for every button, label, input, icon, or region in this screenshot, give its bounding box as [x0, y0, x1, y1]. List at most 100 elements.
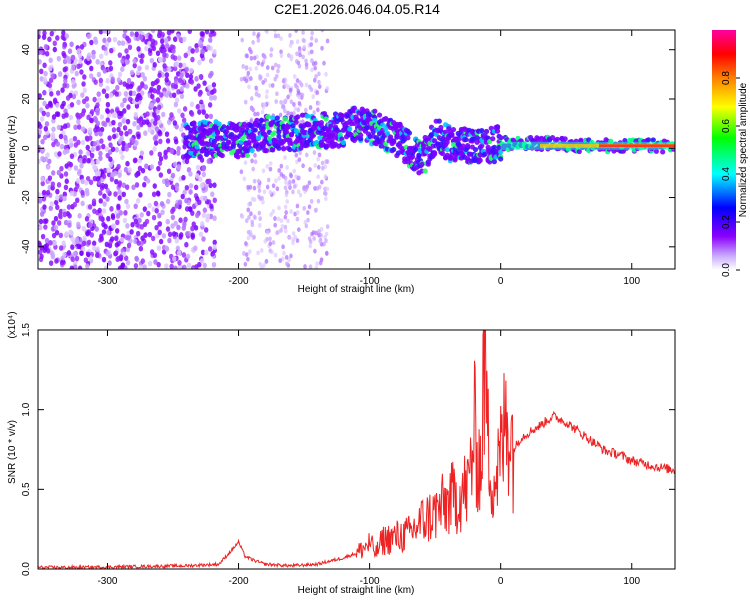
- spectrogram-cell: [210, 191, 215, 198]
- spectrogram-cell: [121, 182, 127, 189]
- spectrogram-cell: [164, 131, 170, 137]
- spectrogram-cell: [137, 85, 142, 91]
- spectrogram-cell: [42, 100, 47, 107]
- spectrogram-cell: [149, 150, 154, 156]
- spectrogram-cell: [120, 102, 125, 108]
- spectrogram-cell: [246, 256, 250, 262]
- spectrogram-cell: [74, 255, 80, 262]
- spectrogram-cell: [189, 79, 195, 85]
- spectrogram-cell: [158, 172, 164, 178]
- spectrogram-cell: [76, 63, 81, 70]
- spectrogram-cell: [307, 236, 312, 242]
- spectrogram-cell: [106, 215, 111, 222]
- spectrogram-cell: [190, 48, 195, 54]
- spectrogram-cell: [147, 127, 152, 133]
- spectrogram-cell: [265, 72, 270, 78]
- spectrogram-cell: [198, 231, 204, 238]
- spectrogram-cell: [111, 127, 117, 133]
- spectrogram-cell: [174, 60, 180, 67]
- spectrogram-cell: [241, 64, 246, 69]
- spectrogram-cell: [271, 183, 276, 189]
- spectrogram-cell: [112, 36, 118, 43]
- spectrogram-cell: [202, 262, 207, 269]
- spectrogram-cell: [106, 167, 111, 174]
- spectrogram-cell: [200, 249, 206, 256]
- spectrogram-cell: [121, 118, 126, 124]
- spectrogram-cell: [103, 183, 109, 190]
- spectrogram-cell: [86, 55, 91, 61]
- spectrogram-cell: [161, 111, 166, 118]
- spectrogram-cell: [312, 150, 317, 155]
- spectrogram-cell: [157, 221, 163, 227]
- spectrogram-cell: [256, 38, 261, 43]
- spectrogram-cell: [254, 85, 258, 91]
- spectrogram-cell: [80, 126, 86, 133]
- spectrogram-cell: [310, 30, 314, 36]
- spectrogram-cell: [63, 219, 69, 226]
- spectrogram-cell: [161, 233, 167, 239]
- spectrogram-cell: [60, 34, 66, 40]
- spectrogram-cell: [211, 261, 217, 268]
- spectrogram-cell: [290, 123, 296, 129]
- spectrogram-cell: [175, 186, 180, 192]
- spectrogram-cell: [207, 84, 212, 91]
- spectrogram-cell: [273, 33, 278, 39]
- spectrogram-cell: [190, 56, 195, 63]
- spectrogram-cell: [201, 236, 206, 242]
- spectrogram-cell: [62, 123, 68, 130]
- spectrogram-cell: [65, 95, 71, 101]
- spectrogram-cell: [246, 229, 251, 235]
- spectrogram-cell: [107, 260, 112, 266]
- spectrogram-cell: [178, 126, 184, 133]
- spectrogram-cell: [498, 156, 504, 162]
- spectrogram-cell: [110, 76, 115, 83]
- spectrogram-cell: [200, 103, 206, 110]
- spectrogram-cell: [138, 264, 143, 269]
- spectrogram-cell: [181, 225, 186, 231]
- x-tick-label: 100: [623, 276, 640, 287]
- x-tick-label: 0: [498, 276, 504, 287]
- spectrogram-cell: [156, 165, 161, 172]
- spectrogram-cell: [205, 213, 211, 220]
- x-tick-label: -200: [229, 576, 249, 587]
- spectrogram-cell: [56, 55, 62, 62]
- spectrogram-cell: [318, 120, 324, 126]
- spectrogram-cell: [161, 126, 166, 133]
- spectrogram-cell: [50, 73, 55, 79]
- spectrogram-cell: [41, 196, 47, 202]
- spectrogram-cell: [299, 82, 304, 88]
- x-tick-label: -300: [97, 576, 117, 587]
- spectrogram-cell: [288, 43, 293, 48]
- spectrogram-cell: [159, 38, 165, 45]
- spectrogram-cell: [405, 135, 411, 141]
- spectrogram-cell: [94, 252, 100, 259]
- spectrogram-cell: [147, 231, 153, 238]
- spectrogram-cell: [265, 65, 270, 70]
- spectrogram-cell: [347, 126, 353, 132]
- spectrogram-cell: [170, 208, 175, 215]
- spectrogram-cell: [235, 154, 241, 160]
- spectrogram-cell: [494, 125, 501, 131]
- spectrogram-cell: [129, 31, 135, 37]
- spectrogram-cell: [62, 42, 68, 48]
- spectrogram-cell: [117, 189, 122, 195]
- spectrogram-cell: [243, 99, 248, 105]
- spectrogram-cell: [293, 106, 298, 112]
- spectrogram-cell: [275, 91, 279, 97]
- spectrogram-cell: [39, 49, 44, 55]
- spectrogram-cell: [137, 65, 142, 72]
- spectrogram-cell: [91, 53, 96, 60]
- spectrogram-cell: [38, 240, 42, 247]
- spectrogram-cell: [239, 169, 244, 175]
- spectrogram-cell: [88, 222, 93, 229]
- spectrogram-cell: [179, 93, 185, 100]
- spectrogram-cell: [69, 41, 74, 48]
- spectrogram-cell: [84, 179, 89, 186]
- spectrogram-cell: [450, 126, 457, 133]
- spectrogram-cell: [319, 232, 323, 238]
- spectrogram-cell: [312, 110, 316, 115]
- spectrogram-cell: [60, 87, 65, 93]
- spectrogram-cell: [258, 261, 263, 267]
- spectrogram-cell: [81, 225, 86, 232]
